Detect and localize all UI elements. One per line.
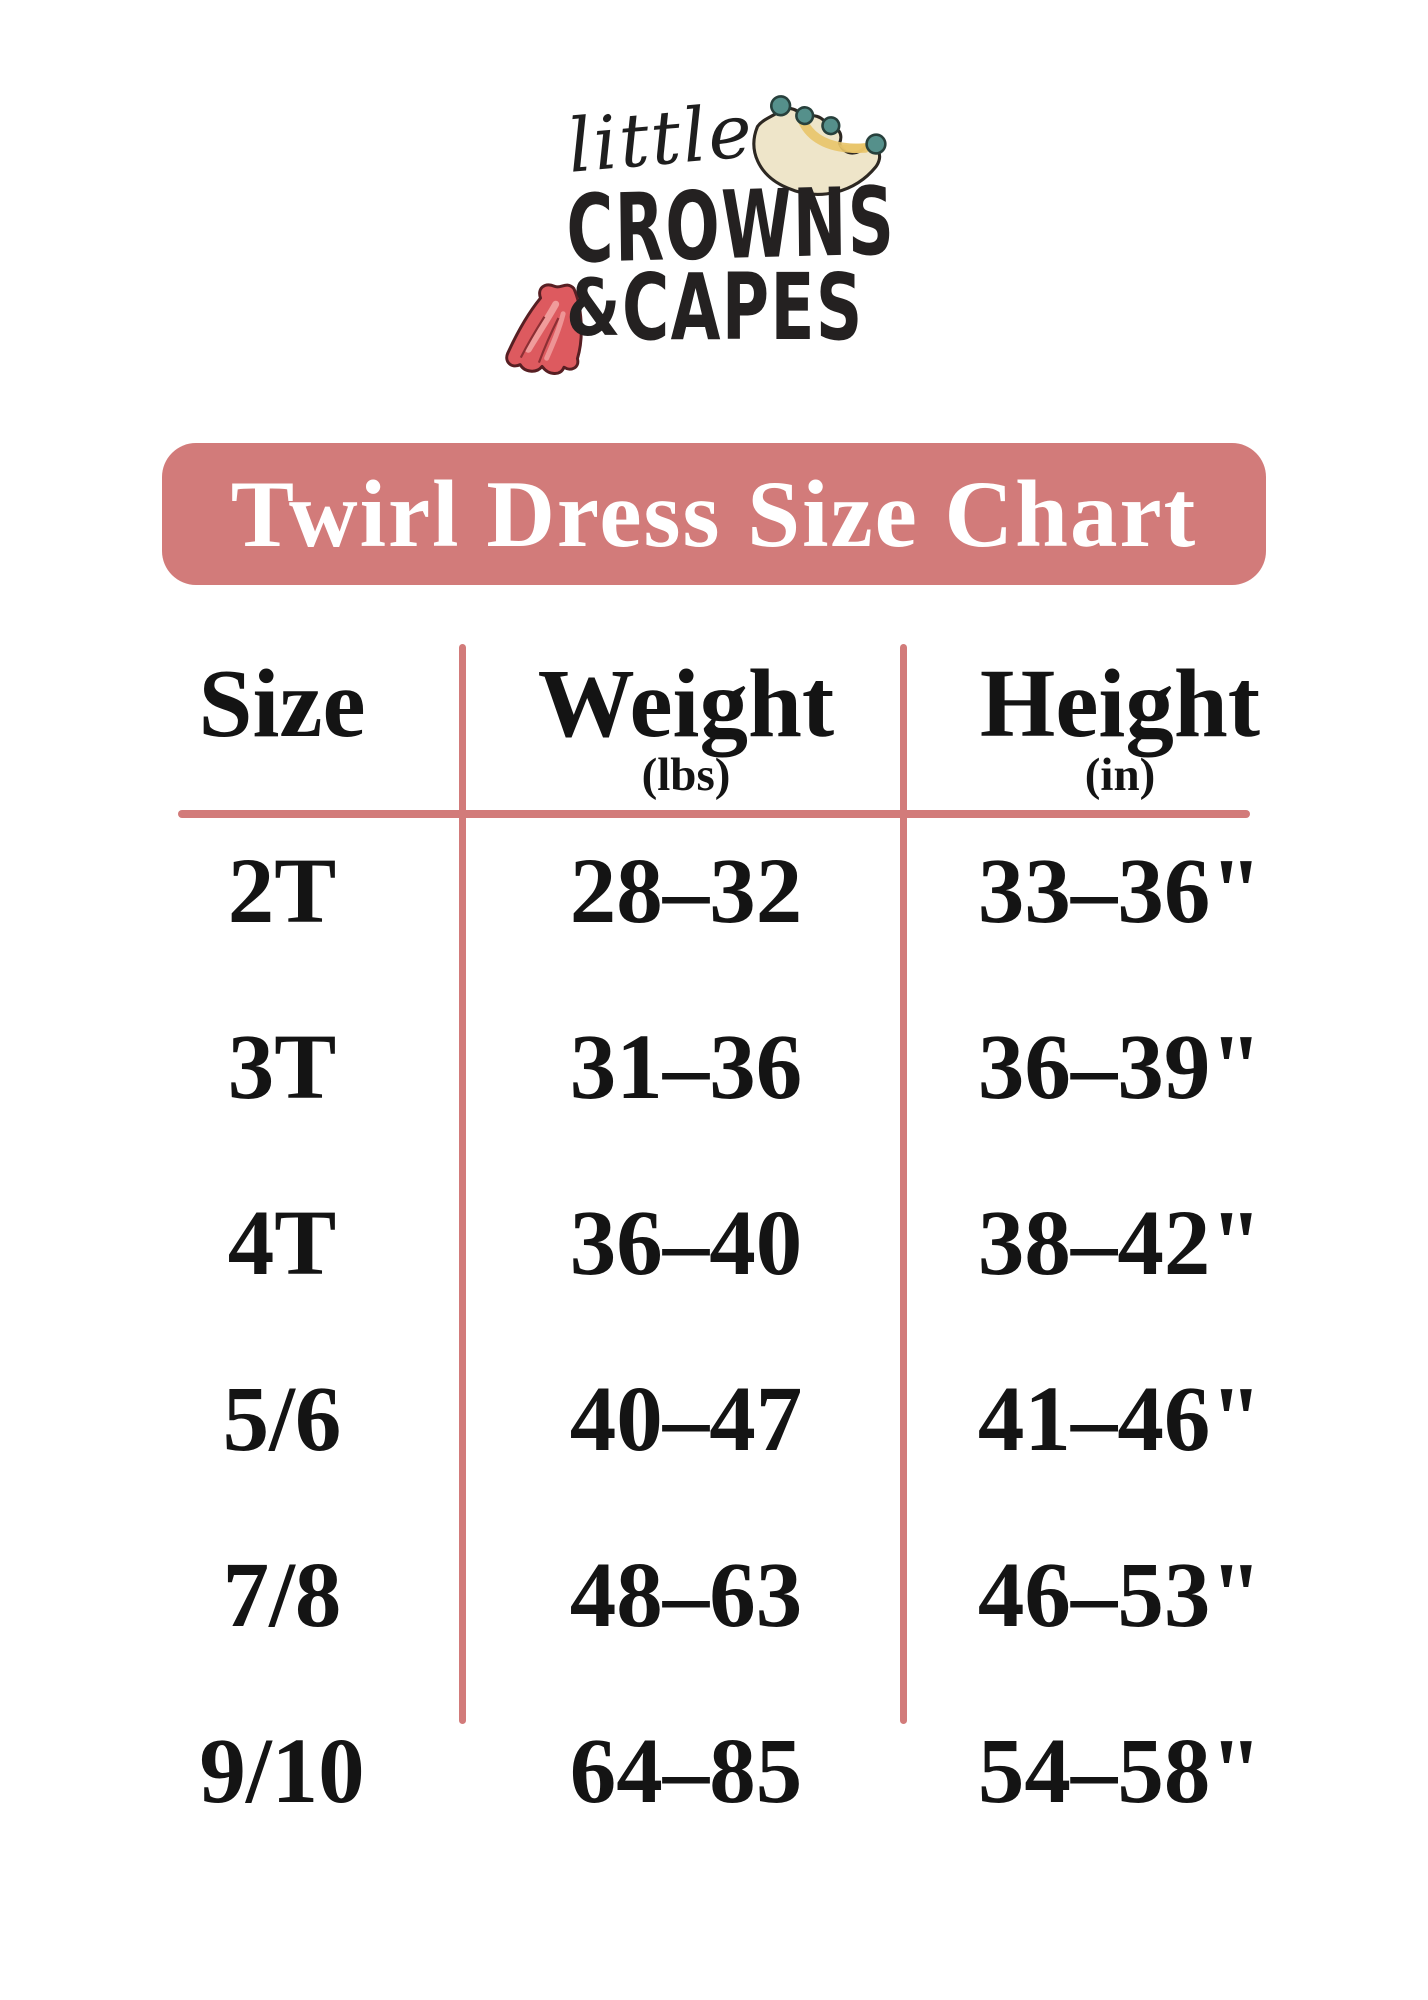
column-header-height: Height <box>979 650 1261 757</box>
row-78-size: 7/8 <box>222 1544 342 1647</box>
row-4t-height: 38–42" <box>977 1192 1263 1295</box>
column-header-weight: Weight <box>537 650 835 757</box>
logo-script-word: little <box>564 87 758 190</box>
row-78-weight: 48–63 <box>569 1544 803 1647</box>
row-3t-weight: 31–36 <box>569 1016 803 1119</box>
row-56-weight: 40–47 <box>569 1368 803 1471</box>
row-2t-weight: 28–32 <box>569 840 803 943</box>
row-2t-size: 2T <box>227 840 337 943</box>
row-910-weight: 64–85 <box>569 1720 803 1823</box>
row-2t-height: 33–36" <box>977 840 1263 943</box>
column-divider-2 <box>900 644 907 1724</box>
row-56-size: 5/6 <box>222 1368 342 1471</box>
height-unit-label: (in) <box>1084 749 1156 801</box>
row-910-height: 54–58" <box>977 1720 1263 1823</box>
row-78-height: 46–53" <box>977 1544 1263 1647</box>
title-banner: Twirl Dress Size Chart <box>162 443 1266 585</box>
header-rule <box>178 810 1250 818</box>
crown-icon <box>752 95 887 196</box>
row-4t-weight: 36–40 <box>569 1192 803 1295</box>
column-header-size: Size <box>198 650 366 757</box>
row-4t-size: 4T <box>227 1192 337 1295</box>
row-3t-height: 36–39" <box>977 1016 1263 1119</box>
weight-unit-label: (lbs) <box>641 749 731 801</box>
cape-icon <box>505 283 583 375</box>
logo-word-capes: CAPES <box>622 254 864 361</box>
row-910-size: 9/10 <box>199 1720 365 1823</box>
logo-ampersand: & <box>566 264 621 354</box>
page-title: Twirl Dress Size Chart <box>230 460 1198 567</box>
row-56-height: 41–46" <box>977 1368 1263 1471</box>
column-divider-1 <box>459 644 466 1724</box>
row-3t-size: 3T <box>227 1016 337 1119</box>
